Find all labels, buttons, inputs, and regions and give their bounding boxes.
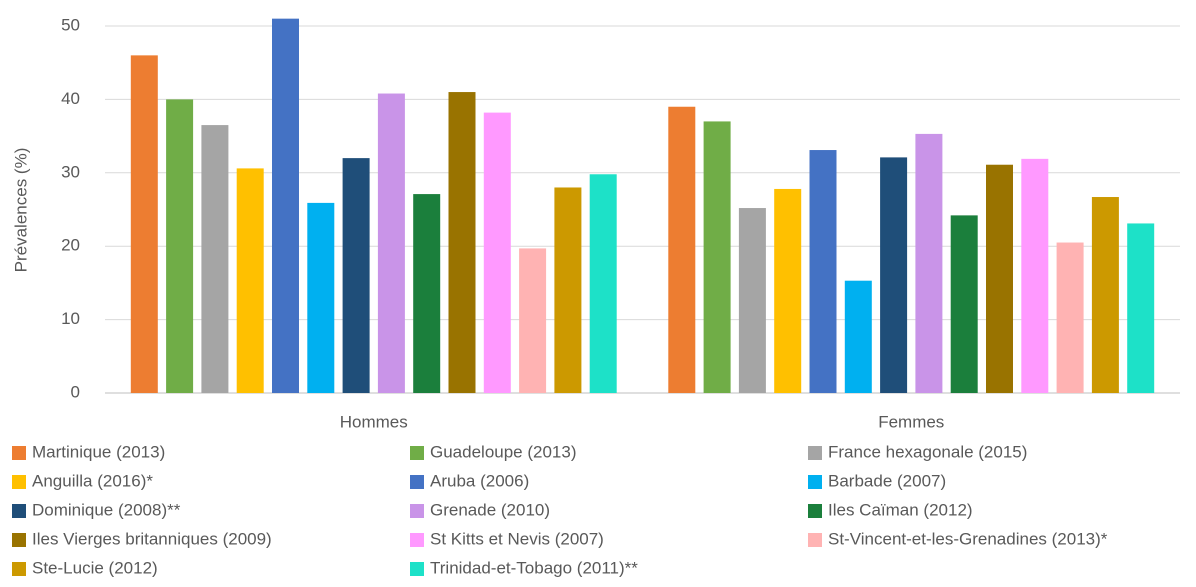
legend-swatch xyxy=(808,446,822,460)
bar xyxy=(483,112,511,393)
bar xyxy=(1021,158,1049,393)
bar xyxy=(986,164,1013,393)
legend-label: Barbade (2007) xyxy=(828,471,946,490)
legend-label: Iles Vierges britanniques (2009) xyxy=(32,529,272,548)
legend-label: Anguilla (2016)* xyxy=(32,471,153,490)
bar xyxy=(201,125,229,393)
legend-label: St-Vincent-et-les-Grenadines (2013)* xyxy=(828,529,1108,548)
y-tick-label: 20 xyxy=(61,236,80,255)
legend-label: France hexagonale (2015) xyxy=(828,442,1027,461)
bar xyxy=(448,92,476,393)
legend-swatch xyxy=(410,446,424,460)
legend-swatch xyxy=(808,475,822,489)
legend-swatch xyxy=(12,504,26,518)
legend-swatch xyxy=(12,446,26,460)
legend-swatch xyxy=(808,504,822,518)
bar xyxy=(880,157,908,393)
bar xyxy=(307,202,335,393)
legend-label: Martinique (2013) xyxy=(32,442,165,461)
bar xyxy=(589,174,617,393)
bar xyxy=(844,280,872,393)
bar xyxy=(1127,223,1155,393)
bar xyxy=(738,208,766,393)
bar xyxy=(950,215,978,393)
bar xyxy=(166,99,194,394)
bar xyxy=(377,93,405,393)
legend-swatch xyxy=(410,533,424,547)
y-tick-label: 40 xyxy=(61,89,80,108)
legend-swatch xyxy=(12,475,26,489)
bar xyxy=(668,106,696,394)
bar xyxy=(519,248,547,393)
bar xyxy=(554,187,582,393)
legend-swatch xyxy=(410,475,424,489)
legend-swatch xyxy=(12,562,26,576)
legend-swatch xyxy=(808,533,822,547)
legend-swatch xyxy=(410,504,424,518)
legend-label: Guadeloupe (2013) xyxy=(430,442,577,461)
legend-label: Dominique (2008)** xyxy=(32,500,181,519)
bar xyxy=(342,158,370,393)
x-tick-label: Femmes xyxy=(878,412,944,431)
x-tick-label: Hommes xyxy=(340,412,408,431)
bar xyxy=(1056,242,1084,393)
legend-label: Aruba (2006) xyxy=(430,471,529,490)
y-tick-label: 30 xyxy=(61,162,80,181)
bar xyxy=(272,18,299,393)
legend-label: Ste-Lucie (2012) xyxy=(32,558,158,577)
bar xyxy=(774,188,802,393)
y-tick-label: 10 xyxy=(61,309,80,328)
legend-label: Trinidad-et-Tobago (2011)** xyxy=(430,558,638,577)
y-tick-label: 0 xyxy=(71,382,80,401)
bar xyxy=(236,168,264,393)
bar xyxy=(1091,197,1119,393)
legend-label: Iles Caïman (2012) xyxy=(828,500,973,519)
bar xyxy=(413,194,441,393)
y-axis-label: Prévalences (%) xyxy=(11,148,30,273)
legend-swatch xyxy=(12,533,26,547)
bar xyxy=(809,150,837,393)
legend-label: St Kitts et Nevis (2007) xyxy=(430,529,604,548)
bar xyxy=(130,55,158,394)
legend-swatch xyxy=(410,562,424,576)
bar xyxy=(915,133,943,393)
y-tick-label: 50 xyxy=(61,15,80,34)
bar xyxy=(703,121,731,394)
legend-label: Grenade (2010) xyxy=(430,500,550,519)
